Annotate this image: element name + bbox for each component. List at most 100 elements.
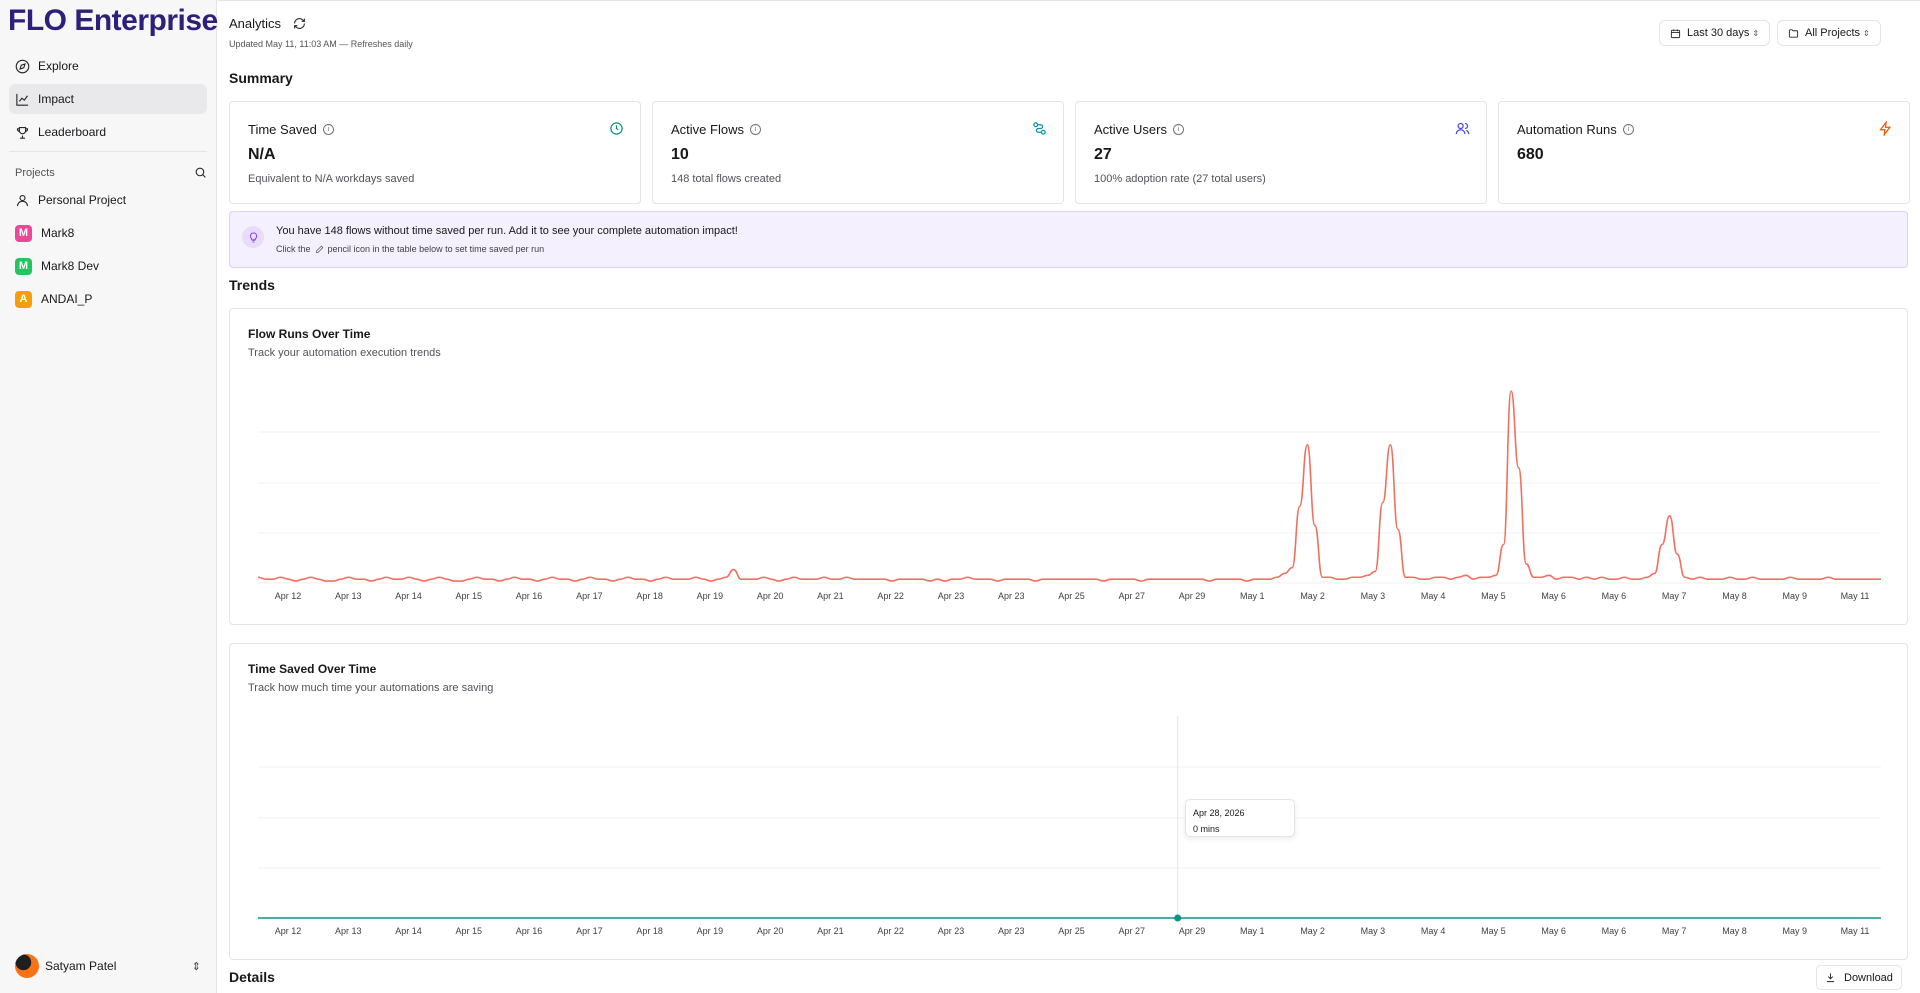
time-saved-banner: You have 148 flows without time saved pe…: [229, 211, 1908, 268]
metric-label-row: Automation Runs i: [1517, 122, 1634, 137]
x-tick-label: Apr 13: [335, 591, 362, 601]
tooltip-value: 0 mins: [1193, 824, 1220, 834]
metric-label: Active Flows: [671, 122, 744, 137]
x-tick-label: Apr 29: [1179, 591, 1206, 601]
metric-label: Automation Runs: [1517, 122, 1617, 137]
avatar: [15, 954, 39, 978]
projects-header: Projects: [15, 166, 207, 179]
x-tick-label: Apr 13: [335, 926, 362, 936]
x-tick-label: May 8: [1722, 591, 1747, 601]
project-label: Mark8 Dev: [41, 259, 100, 273]
x-tick-label: May 6: [1541, 926, 1566, 936]
info-icon[interactable]: i: [749, 124, 761, 135]
project-badge: A: [15, 290, 32, 308]
metric-card-automation-runs: Automation Runs i 680: [1498, 101, 1910, 204]
project-item-mark8-dev[interactable]: M Mark8 Dev: [9, 251, 207, 281]
x-tick-label: Apr 23: [998, 926, 1025, 936]
users-icon: [1455, 122, 1470, 135]
lightbulb-icon: [242, 226, 264, 248]
refresh-icon[interactable]: [293, 17, 306, 30]
x-tick-label: Apr 27: [1119, 591, 1146, 601]
project-item-andai-p[interactable]: A ANDAI_P: [9, 284, 207, 314]
trends-heading: Trends: [229, 277, 275, 293]
main-content: Analytics Updated May 11, 11:03 AM — Ref…: [218, 0, 1920, 993]
project-badge: M: [15, 257, 32, 275]
search-icon[interactable]: [194, 166, 207, 179]
x-tick-label: Apr 12: [275, 591, 302, 601]
x-tick-label: May 5: [1481, 926, 1506, 936]
download-button[interactable]: Download: [1816, 965, 1902, 990]
x-tick-label: May 9: [1782, 926, 1807, 936]
x-tick-label: May 6: [1602, 926, 1627, 936]
project-filter-select[interactable]: All Projects ⇕: [1777, 20, 1881, 46]
x-tick-label: Apr 23: [938, 591, 965, 601]
info-icon[interactable]: i: [1172, 124, 1184, 135]
x-tick-label: Apr 21: [817, 591, 844, 601]
metric-label: Active Users: [1094, 122, 1167, 137]
user-icon: [16, 194, 29, 206]
tooltip-date: Apr 28, 2026: [1193, 808, 1245, 818]
chevron-updown-icon: ⇕: [1752, 28, 1760, 38]
x-tick-label: Apr 15: [456, 926, 483, 936]
calendar-icon: [1670, 28, 1681, 38]
x-tick-label: Apr 15: [456, 591, 483, 601]
x-tick-label: Apr 14: [395, 591, 422, 601]
x-tick-label: May 1: [1240, 591, 1265, 601]
x-tick-label: Apr 25: [1058, 591, 1085, 601]
sidebar-item-explore[interactable]: Explore: [9, 51, 207, 81]
x-tick-label: Apr 16: [516, 591, 543, 601]
x-tick-label: Apr 19: [697, 926, 724, 936]
pencil-icon: [315, 245, 323, 253]
info-icon[interactable]: i: [1622, 124, 1634, 135]
metric-sub: 100% adoption rate (27 total users): [1094, 173, 1266, 185]
user-menu[interactable]: Satyam Patel ⇕: [15, 954, 201, 978]
chart-subtitle: Track how much time your automations are…: [248, 682, 494, 694]
x-tick-label: Apr 20: [757, 926, 784, 936]
metric-label-row: Active Users i: [1094, 122, 1184, 137]
details-heading: Details: [229, 969, 275, 985]
series-line: [257, 390, 1881, 582]
x-tick-label: Apr 16: [516, 926, 543, 936]
x-tick-label: Apr 21: [817, 926, 844, 936]
info-icon[interactable]: i: [322, 124, 334, 135]
banner-hint: Click the pencil icon in the table below…: [276, 244, 544, 254]
brand-logo[interactable]: FLO Enterprise: [8, 4, 218, 37]
x-tick-label: May 11: [1841, 926, 1870, 936]
sidebar-item-leaderboard[interactable]: Leaderboard: [9, 117, 207, 147]
metric-sub: 148 total flows created: [671, 173, 782, 185]
x-tick-label: Apr 29: [1179, 926, 1206, 936]
x-tick-label: May 2: [1300, 926, 1325, 936]
x-tick-label: Apr 22: [877, 926, 904, 936]
banner-hint-before: Click the: [276, 244, 311, 254]
chart-tooltip: Apr 28, 2026 0 mins: [1185, 799, 1295, 837]
compass-icon: [15, 59, 30, 73]
project-filter-label: All Projects: [1805, 27, 1861, 39]
banner-message: You have 148 flows without time saved pe…: [276, 225, 738, 237]
date-range-select[interactable]: Last 30 days ⇕: [1659, 20, 1771, 46]
banner-hint-after: pencil icon in the table below to set ti…: [327, 244, 545, 254]
download-icon: [1826, 973, 1835, 983]
time-saved-chart-card: Time Saved Over Time Track how much time…: [229, 643, 1908, 960]
x-tick-label: May 4: [1421, 591, 1446, 601]
x-tick-label: Apr 20: [757, 591, 784, 601]
chart-line-icon: [16, 93, 29, 106]
x-tick-label: Apr 27: [1119, 926, 1146, 936]
data-point: [1174, 914, 1182, 922]
project-item-mark8[interactable]: M Mark8: [9, 218, 207, 248]
x-tick-label: Apr 25: [1058, 926, 1085, 936]
sidebar-item-label: Leaderboard: [38, 125, 107, 139]
sidebar-item-impact[interactable]: Impact: [9, 84, 207, 114]
project-list: Personal Project M Mark8 M Mark8 Dev A A…: [9, 185, 207, 317]
project-item-personal[interactable]: Personal Project: [9, 185, 207, 215]
x-tick-label: Apr 14: [395, 926, 422, 936]
project-badge: M: [15, 224, 32, 242]
page-header: Analytics: [229, 16, 306, 31]
sidebar-divider: [9, 151, 207, 152]
x-tick-label: May 6: [1541, 591, 1566, 601]
download-label: Download: [1844, 971, 1893, 984]
sidebar: FLO Enterprise Explore Impact Leaderboar…: [0, 0, 218, 993]
chevron-updown-icon: ⇕: [191, 960, 201, 973]
flow-runs-chart-card: Flow Runs Over Time Track your automatio…: [229, 308, 1908, 625]
x-tick-label: Apr 12: [275, 926, 302, 936]
project-label: Personal Project: [38, 193, 127, 207]
